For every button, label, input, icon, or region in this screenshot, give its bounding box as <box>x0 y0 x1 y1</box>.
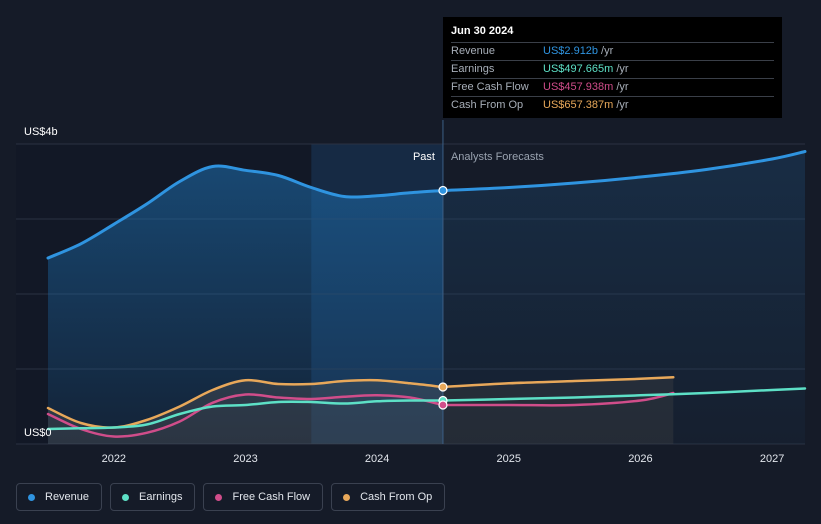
y-axis-label-top: US$4b <box>24 126 58 138</box>
legend-item-revenue[interactable]: Revenue <box>16 483 103 511</box>
revenue-line <box>46 164 445 260</box>
free-cash-flow-marker <box>438 400 448 410</box>
x-tick-label: 2024 <box>365 453 389 465</box>
cash-from-op-dot-icon <box>343 493 351 501</box>
earnings-line <box>46 399 445 431</box>
revenue-forecast-line <box>441 150 807 192</box>
x-tick-label: 2023 <box>233 453 257 465</box>
forecast-label: Analysts Forecasts <box>451 151 544 163</box>
x-tick-label: 2026 <box>628 453 652 465</box>
legend-label: Free Cash Flow <box>232 491 311 503</box>
earnings-forecast-line <box>441 387 807 402</box>
tooltip-unit: /yr <box>616 63 629 75</box>
x-tick-label: 2025 <box>497 453 521 465</box>
legend-item-earnings[interactable]: Earnings <box>110 483 196 511</box>
cash-from-op-forecast-area <box>443 377 674 444</box>
legend-label: Cash From Op <box>360 491 433 503</box>
legend-label: Revenue <box>45 491 90 503</box>
past-label: Past <box>413 151 435 163</box>
tooltip-label: Cash From Op <box>451 99 524 111</box>
x-tick-label: 2022 <box>102 453 126 465</box>
legend: Revenue Earnings Free Cash Flow Cash Fro… <box>16 483 446 511</box>
cash-from-op-forecast-line <box>441 376 675 389</box>
tooltip-row-revenue: Revenue US$2.912b /yr <box>451 42 774 60</box>
revenue-forecast-area <box>443 151 805 444</box>
free-cash-flow-dot-icon <box>215 493 223 501</box>
tooltip-unit: /yr <box>616 99 629 111</box>
tooltip-date: Jun 30 2024 <box>451 25 514 37</box>
tooltip: Jun 30 2024 Revenue US$2.912b /yr Earnin… <box>443 17 782 118</box>
revenue-marker <box>438 185 448 196</box>
tooltip-row-free-cash-flow: Free Cash Flow US$457.938m /yr <box>451 78 774 96</box>
tooltip-label: Revenue <box>451 45 496 57</box>
tooltip-value: US$657.387m <box>543 99 614 111</box>
legend-item-cash-from-op[interactable]: Cash From Op <box>331 483 446 511</box>
tooltip-row-cash-from-op: Cash From Op US$657.387m /yr <box>451 96 774 114</box>
tooltip-row-earnings: Earnings US$497.665m /yr <box>451 60 774 78</box>
tooltip-label: Free Cash Flow <box>451 81 529 93</box>
earnings-dot-icon <box>122 493 130 501</box>
legend-item-free-cash-flow[interactable]: Free Cash Flow <box>203 483 324 511</box>
revenue-area <box>48 166 443 445</box>
free-cash-flow-line <box>46 393 445 438</box>
revenue-dot-icon <box>28 493 35 501</box>
tooltip-value: US$457.938m <box>543 81 614 93</box>
legend-label: Earnings <box>139 491 183 503</box>
tooltip-label: Earnings <box>451 63 495 75</box>
tooltip-value: US$2.912b <box>543 45 599 57</box>
free-cash-flow-forecast-line <box>441 391 675 407</box>
cash-from-op-marker <box>438 382 448 392</box>
x-tick-label: 2027 <box>760 453 784 465</box>
y-axis-label-bottom: US$0 <box>24 427 52 439</box>
tooltip-unit: /yr <box>616 81 629 93</box>
tooltip-value: US$497.665m <box>543 63 614 75</box>
tooltip-unit: /yr <box>601 45 614 57</box>
